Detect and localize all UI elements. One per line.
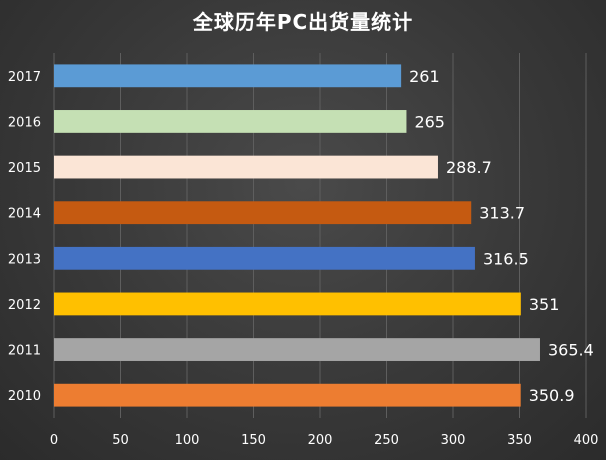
y-tick-label-2012: 2012 (8, 298, 41, 313)
data-label-2014: 313.7 (479, 204, 525, 223)
x-tick-label-4: 200 (308, 433, 333, 448)
bar-2011 (54, 338, 540, 361)
x-tick-label-6: 300 (441, 433, 466, 448)
bar-2013 (54, 246, 475, 270)
x-tick-label-5: 250 (374, 433, 399, 448)
y-tick-label-2017: 2017 (8, 70, 41, 85)
data-label-2015: 288.7 (446, 158, 492, 177)
y-tick-label-2014: 2014 (8, 207, 41, 222)
data-label-2012: 351 (529, 295, 560, 314)
bar-2017 (54, 64, 402, 88)
y-tick-label-2013: 2013 (8, 252, 41, 267)
x-tick-label-2: 100 (175, 433, 200, 448)
x-tick-label-3: 150 (241, 433, 266, 448)
x-tick-label-8: 400 (574, 433, 599, 448)
bar-2012 (54, 292, 521, 316)
bar-2010 (54, 383, 521, 407)
data-label-2011: 365.4 (548, 341, 594, 360)
y-tick-label-2011: 2011 (8, 344, 41, 359)
y-tick-label-2010: 2010 (8, 389, 41, 404)
data-label-2017: 261 (409, 67, 440, 86)
x-tick-label-1: 50 (112, 433, 129, 448)
data-label-2016: 265 (414, 112, 445, 131)
y-tick-label-2016: 2016 (8, 115, 41, 130)
bar-2015 (54, 155, 438, 179)
chart-title: 全球历年PC出货量统计 (192, 10, 414, 34)
bar-2016 (54, 110, 407, 133)
data-label-2010: 350.9 (529, 386, 575, 405)
y-tick-label-2015: 2015 (8, 161, 41, 176)
bar-2014 (54, 201, 472, 225)
x-tick-label-7: 350 (507, 433, 532, 448)
data-label-2013: 316.5 (483, 249, 529, 268)
x-tick-label-0: 0 (50, 433, 58, 448)
